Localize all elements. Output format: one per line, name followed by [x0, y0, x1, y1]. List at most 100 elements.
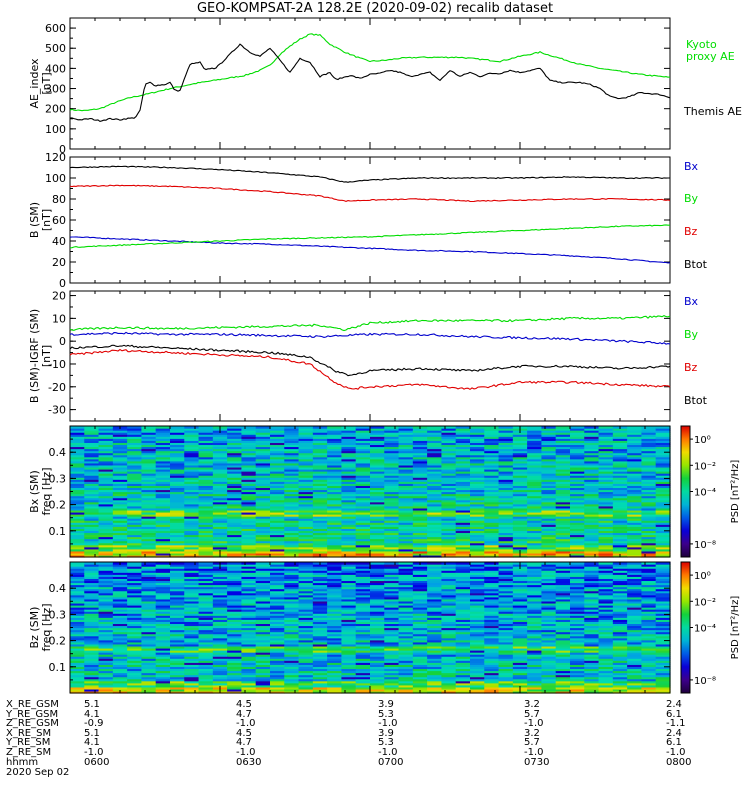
- bx-spec-cell: [470, 499, 485, 503]
- bz-spec-cell: [441, 672, 457, 676]
- bz-spec-cell: [112, 619, 128, 622]
- bx-spec-cell: [527, 499, 543, 503]
- bx-spec-cell: [541, 432, 557, 435]
- bx-spec-cell: [227, 554, 243, 558]
- bz-spec-cell: [355, 580, 371, 584]
- bx-spec-cell: [284, 542, 300, 546]
- bx-spec-cell: [241, 514, 257, 517]
- bx-spec-cell: [270, 497, 285, 501]
- bx-spec-cell: [412, 542, 428, 546]
- bx-spec-cell: [427, 440, 443, 443]
- bz-spec-cell: [84, 680, 100, 684]
- bz-spec-cell: [270, 576, 285, 579]
- bz-spec-cell: [70, 562, 85, 565]
- bz-spec-cell: [127, 615, 143, 618]
- bz-spec-cell: [112, 613, 128, 616]
- bz-spec-cell: [284, 607, 300, 610]
- bx-spec-cell: [498, 444, 514, 448]
- bz-spec-cell: [198, 586, 214, 590]
- bz-spec-cell: [470, 609, 485, 612]
- bz-spec-cell: [455, 598, 471, 602]
- bz-spec-cell: [412, 602, 428, 606]
- bz-spec-cell: [427, 682, 443, 686]
- bx-spec-cell: [584, 483, 600, 486]
- bx-spec-cell: [298, 495, 314, 499]
- bx-spec-cell: [484, 516, 500, 519]
- bz-spec-cell: [212, 672, 228, 676]
- bx-spec-cell: [470, 471, 485, 474]
- bx-spec-cell: [498, 493, 514, 497]
- bx-spec-cell: [470, 428, 485, 431]
- bz-spec-cell: [212, 619, 228, 622]
- bx-spec-cell: [70, 540, 85, 544]
- bz-spec-cell: [98, 643, 114, 647]
- bz-spec-cell: [284, 686, 300, 690]
- bz-spec-cell: [427, 570, 443, 573]
- bx-spec-cell: [627, 524, 643, 527]
- bx-spec-cell: [655, 501, 671, 505]
- bx-spec-cell: [612, 473, 628, 476]
- bx-spec-cell: [327, 534, 343, 538]
- bz-spec-cell: [355, 617, 371, 620]
- bz-spec-cell: [341, 641, 357, 645]
- bx-spec-cell: [470, 550, 485, 554]
- bx-spec-cell: [184, 440, 200, 443]
- bz-spec-cell: [170, 582, 185, 586]
- bx-spec-cell: [641, 536, 657, 540]
- bx-spec-cell: [455, 552, 471, 556]
- bx-spec-cell: [455, 468, 471, 472]
- bz-spec-cell: [184, 690, 200, 694]
- bx-spec-cell: [470, 460, 485, 464]
- bz-spec-cell: [198, 619, 214, 622]
- bx-spec-cell: [555, 548, 571, 552]
- bz-spec-cell: [327, 611, 343, 614]
- bx-spec-cell: [641, 499, 657, 503]
- bx-spec-cell: [141, 458, 157, 462]
- bx-spec-cell: [355, 432, 371, 435]
- bz-spec-cell: [384, 600, 400, 604]
- bx-spec-cell: [241, 546, 257, 550]
- bx-spec-cell: [170, 501, 185, 505]
- bx-spec-cell: [270, 489, 285, 493]
- b-sm-series-bx: [69, 236, 671, 264]
- bz-spec-cell: [255, 688, 271, 692]
- bz-spec-cell: [470, 570, 485, 573]
- bx-spec-cell: [512, 544, 528, 548]
- bx-spec-cell: [227, 514, 243, 517]
- bz-spec-cell: [412, 578, 428, 582]
- bx-spec-cell: [84, 526, 100, 529]
- bz-spec-cell: [184, 666, 200, 670]
- bx-spec-cell: [298, 534, 314, 538]
- bx-spec-cell: [570, 450, 585, 454]
- bx-spec-cell: [155, 446, 171, 450]
- bx-spec-cell: [641, 526, 657, 529]
- bx-spec-cell: [198, 460, 214, 464]
- bx-spec-cell: [441, 456, 457, 460]
- bz-spec-cell: [341, 682, 357, 686]
- bx-spec-cell: [427, 499, 443, 503]
- ae-index-series-themis-ae: [69, 43, 671, 123]
- bx-spec-cell: [184, 530, 200, 534]
- bx-spec-cell: [341, 483, 357, 486]
- bz-spec-cell: [98, 602, 114, 606]
- bz-spec-cell: [355, 658, 371, 661]
- bx-spec-cell: [112, 475, 128, 478]
- bx-spec-cell: [98, 438, 114, 441]
- bx-spec-cell: [512, 466, 528, 470]
- bz-spec-cell: [470, 584, 485, 588]
- bx-spec-cell: [84, 464, 100, 468]
- bx-spec-cell: [455, 432, 471, 435]
- bx-spec-cell: [470, 444, 485, 448]
- bz-spec-cell: [255, 643, 271, 647]
- bx-spec-cell: [612, 538, 628, 542]
- bz-spec-cell: [455, 666, 471, 670]
- bx-spec-cell: [570, 548, 585, 552]
- bx-spec-cell: [298, 536, 314, 540]
- bz-spec-cell: [484, 600, 500, 604]
- bx-spec-cell: [655, 452, 671, 456]
- bx-spec-cell: [298, 546, 314, 550]
- bx-spec-cell: [584, 485, 600, 489]
- bx-spec-cell: [227, 489, 243, 493]
- bz-spec-cell: [70, 586, 85, 590]
- bx-spec-cell: [398, 507, 414, 511]
